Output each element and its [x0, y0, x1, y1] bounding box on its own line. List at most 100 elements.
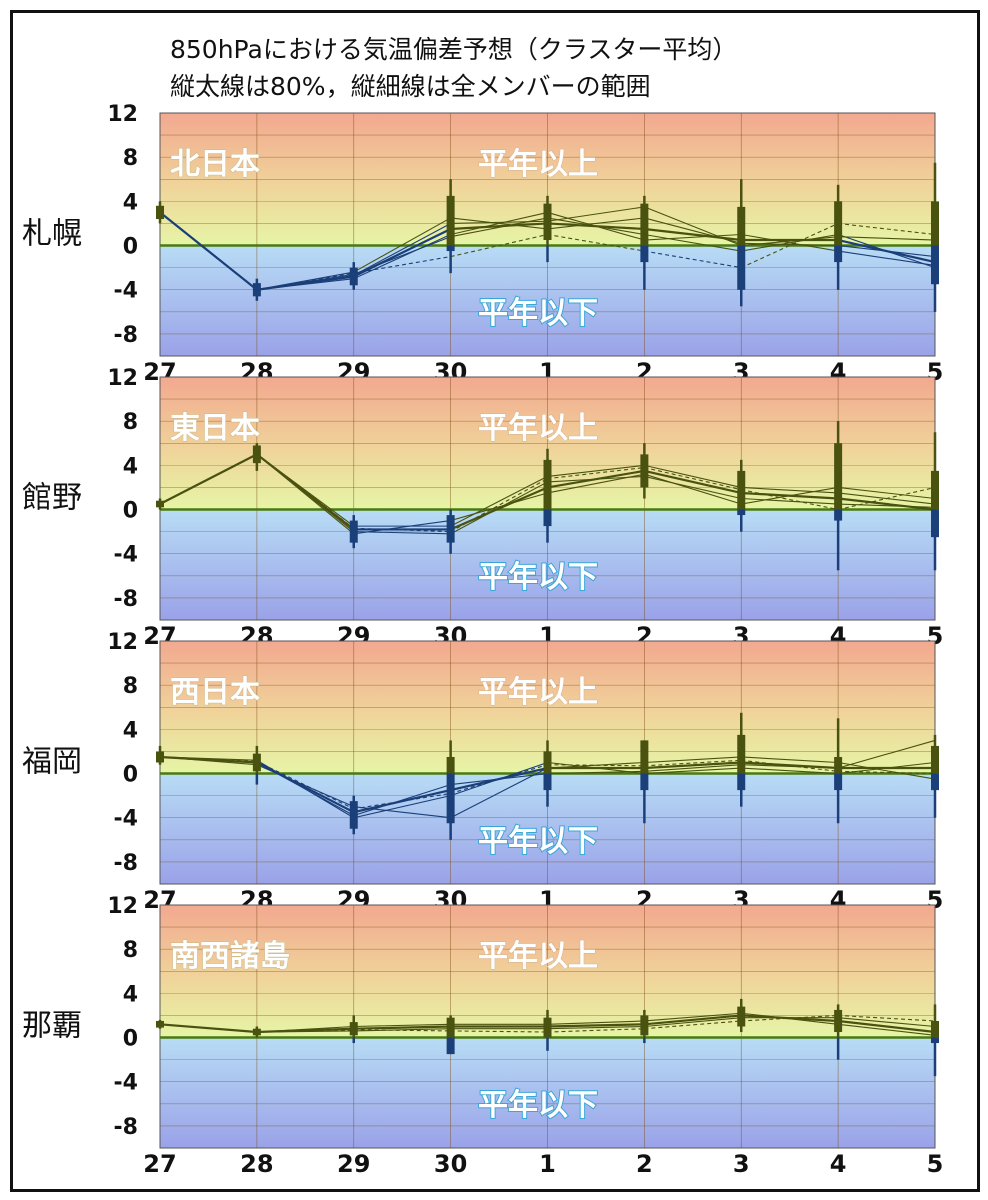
series-line-segment [256, 272, 354, 291]
y-tick-label: 4 [123, 982, 138, 1007]
series-line-segment [353, 795, 451, 819]
y-tick-label: 12 [107, 630, 138, 655]
series-line-segment [353, 1028, 451, 1032]
series-line-segment [159, 756, 257, 762]
series-line-segment [547, 764, 645, 767]
series-line-segment [644, 1017, 742, 1028]
series-line-segment [741, 486, 839, 505]
series-line-segment [838, 1014, 936, 1022]
below-normal-label: 平年以下 [478, 296, 598, 331]
series-line-segment [838, 244, 936, 258]
y-tick-label: -4 [114, 807, 138, 832]
x-tick-label: 3 [733, 1150, 750, 1178]
y-tick-label: -8 [114, 1115, 138, 1140]
series-line-segment [353, 256, 451, 274]
series-line-segment [353, 527, 451, 533]
series-line-segment [450, 1030, 548, 1033]
series-line-segment [256, 762, 355, 817]
region-label: 南西諸島 [170, 939, 290, 974]
series-line-segment [547, 1025, 645, 1030]
y-tick-label: 12 [107, 102, 138, 127]
series-line-segment [353, 792, 451, 810]
series-line-segment [644, 464, 742, 488]
series-line-segment [741, 759, 839, 772]
series-line-segment [450, 475, 548, 527]
series-line-segment [547, 217, 645, 230]
series-line-segment [741, 497, 839, 505]
series-line-segment [741, 222, 839, 269]
x-tick-label: 1 [539, 1150, 556, 1178]
y-tick-label: -8 [114, 851, 138, 876]
y-tick-label: 8 [123, 674, 138, 699]
series-line-segment [450, 764, 548, 794]
series-line-segment [256, 453, 355, 527]
series-line-segment [450, 211, 548, 236]
series-line-segment [256, 760, 354, 810]
series-line-segment [353, 236, 451, 275]
series-line-segment [838, 222, 936, 236]
series-line-segment [644, 1014, 742, 1026]
below-normal-label: 平年以下 [478, 1088, 598, 1123]
above-normal-label: 平年以上 [478, 675, 598, 710]
series-line-segment [838, 1019, 936, 1034]
y-tick-label: 4 [123, 454, 138, 479]
y-tick-label: 4 [123, 190, 138, 215]
series-line-segment [159, 453, 258, 505]
series-line-segment [837, 739, 936, 769]
series-line-segment [256, 453, 355, 535]
series-line-segment [741, 767, 839, 775]
series-line-segment [838, 486, 936, 500]
series-line-segment [256, 1025, 354, 1033]
series-line-segment [450, 492, 548, 522]
series-line-segment [353, 1023, 451, 1028]
y-tick-label: -4 [114, 279, 138, 304]
above-normal-label: 平年以上 [478, 147, 598, 182]
station-label: 福岡 [22, 745, 82, 780]
series-line-segment [838, 236, 936, 241]
series-line-segment [547, 1020, 645, 1025]
series-line-segment [741, 486, 839, 494]
x-tick-label: 5 [927, 1150, 944, 1178]
chart-title-line1: 850hPaにおける気温偏差予想（クラスター平均） [170, 35, 737, 64]
series-line-segment [450, 220, 548, 225]
series-line-segment [644, 759, 742, 767]
series-line-segment [644, 1012, 742, 1022]
series-line-segment [547, 233, 645, 252]
series-line-segment [644, 227, 742, 242]
series-line-segment [644, 206, 742, 247]
series-line-segment [353, 1025, 451, 1030]
series-line-segment [547, 761, 645, 769]
series-line-segment [644, 473, 742, 505]
chart-title-line2: 縦太線は80%，縦細線は全メンバーの範囲 [170, 72, 651, 101]
y-tick-label: 12 [107, 366, 138, 391]
series-line-segment [644, 764, 742, 772]
series-line-segment [450, 222, 548, 231]
series-line-segment [838, 761, 936, 780]
series-line-segment [741, 1014, 839, 1022]
x-tick-label: 27 [143, 1150, 176, 1178]
series-line-segment [353, 217, 451, 273]
above-normal-label: 平年以上 [478, 411, 598, 446]
series-line-segment [644, 233, 742, 252]
series-line-segment [547, 1023, 645, 1028]
series-line-segment [741, 764, 839, 769]
series-line-segment [644, 250, 742, 269]
region-label: 東日本 [170, 411, 260, 446]
y-tick-label: -8 [114, 587, 138, 612]
series-line-segment [644, 756, 742, 764]
series-line-segment [741, 1012, 839, 1025]
series-line-segment [450, 767, 548, 819]
station-label: 館野 [22, 481, 82, 516]
region-label: 北日本 [170, 147, 260, 182]
y-tick-label: -4 [114, 1071, 138, 1096]
series-line-segment [644, 233, 742, 241]
y-tick-label: 8 [123, 938, 138, 963]
series-line-segment [353, 806, 451, 819]
series-line-segment [256, 453, 355, 529]
series-line-segment [450, 481, 548, 535]
below-normal-label: 平年以下 [478, 824, 598, 859]
